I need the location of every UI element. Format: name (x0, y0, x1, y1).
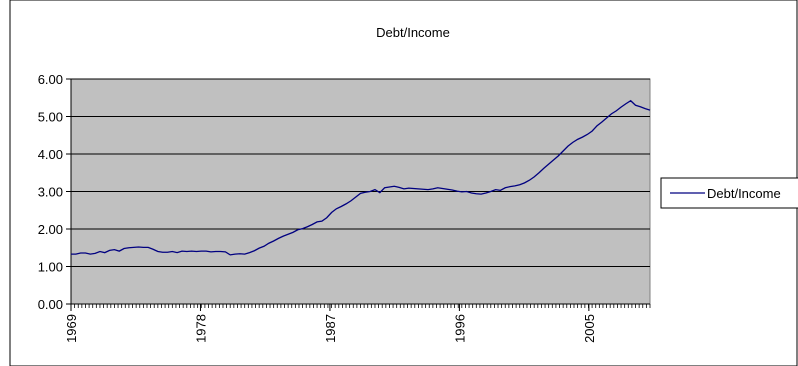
x-tick-label: 1978 (193, 314, 208, 343)
y-tick-label: 1.00 (38, 260, 63, 275)
y-axis: 0.00 1.00 2.00 3.00 4.00 5.00 6.00 (38, 72, 72, 312)
y-tick-label: 3.00 (38, 185, 63, 200)
y-tick-label: 0.00 (38, 297, 63, 312)
x-tick-label: 1987 (323, 314, 338, 343)
y-tick-label: 5.00 (38, 110, 63, 125)
y-tick-label: 2.00 (38, 222, 63, 237)
gridlines (71, 78, 650, 267)
legend-label: Debt/Income (707, 186, 781, 201)
x-tick-label: 2005 (582, 314, 597, 343)
y-tick-label: 4.00 (38, 147, 63, 162)
x-axis: 1969 1978 1987 1996 2005 (64, 303, 651, 343)
x-tick-label: 1969 (64, 314, 79, 343)
legend: Debt/Income (660, 177, 798, 209)
chart-title: Debt/Income (376, 25, 450, 40)
y-tick-label: 6.00 (38, 72, 63, 87)
series-line-debt-income (71, 99, 651, 256)
series-layer (71, 99, 651, 256)
x-tick-label: 1996 (452, 314, 467, 343)
